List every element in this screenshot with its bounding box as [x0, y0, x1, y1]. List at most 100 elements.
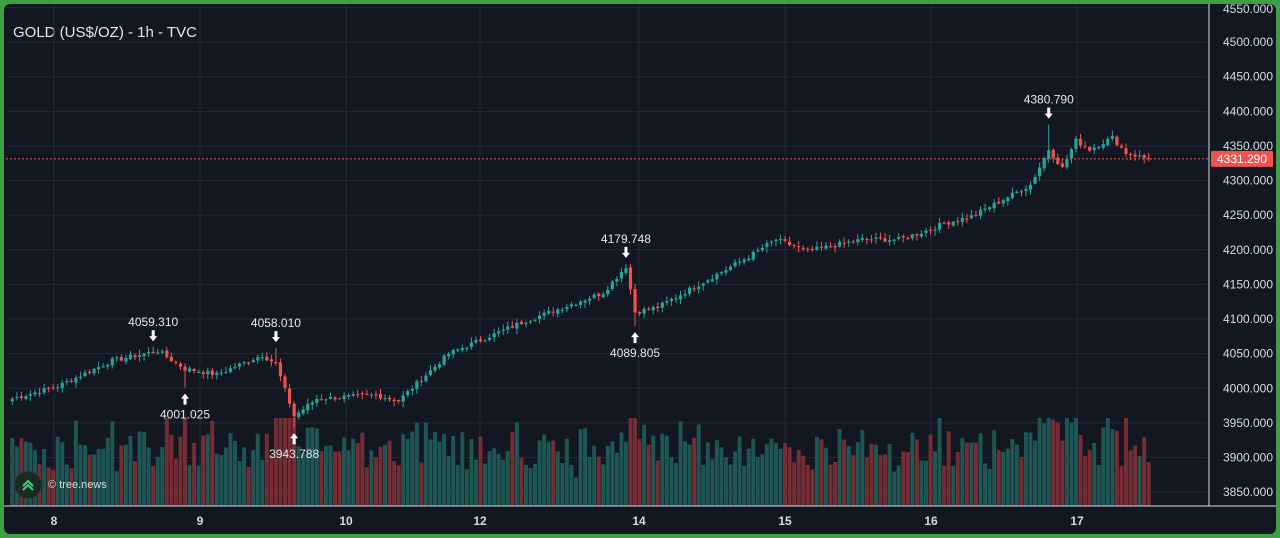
volume-bar — [610, 441, 615, 506]
volume-bar — [814, 436, 819, 506]
y-tick-label: 4500.000 — [1223, 35, 1273, 49]
volume-bar — [519, 457, 524, 506]
volume-bar — [623, 441, 628, 506]
candle-body — [69, 380, 73, 382]
volume-bar — [410, 431, 415, 506]
volume-bar — [387, 440, 392, 506]
annotation-label: 4179.748 — [601, 232, 651, 246]
volume-bar — [264, 433, 269, 506]
volume-bar — [83, 445, 87, 506]
y-tick-label: 4050.000 — [1223, 347, 1273, 361]
candle-body — [42, 388, 46, 393]
volume-bar — [919, 460, 924, 506]
candle-body — [197, 372, 201, 374]
volume-bar — [878, 454, 883, 506]
volume-bar — [405, 438, 410, 506]
volume-bar — [1078, 434, 1083, 506]
candle-body — [165, 350, 169, 358]
candle-body — [978, 209, 983, 216]
candle-body — [656, 306, 660, 309]
candle-body — [160, 351, 164, 353]
volume-bar — [673, 462, 678, 506]
candle-body — [401, 395, 405, 402]
volume-bar — [687, 444, 692, 506]
candle-body — [551, 311, 555, 313]
candle-body — [406, 391, 410, 396]
volume-bar — [583, 428, 588, 506]
volume-bar — [533, 463, 538, 506]
candle-body — [28, 393, 33, 396]
candle-body — [633, 289, 637, 313]
volume-bar — [792, 462, 797, 506]
volume-bar — [974, 442, 978, 506]
volume-bar — [1069, 422, 1074, 506]
candle-body — [83, 372, 87, 377]
volume-bar — [1074, 418, 1078, 506]
candle-body — [337, 398, 342, 400]
volume-bar — [755, 456, 760, 506]
candle-body — [783, 239, 787, 241]
volume-bar — [901, 451, 906, 506]
candle-body — [1069, 149, 1074, 159]
volume-bar — [978, 433, 983, 506]
volume-bar — [719, 447, 724, 506]
volume-bar — [155, 457, 160, 506]
candle-body — [110, 358, 114, 366]
volume-bar — [778, 448, 783, 506]
volume-bar — [333, 451, 337, 506]
candle-body — [624, 268, 628, 273]
volume-bar — [78, 444, 83, 506]
volume-bar — [142, 432, 147, 506]
x-tick-label: 17 — [1070, 514, 1084, 528]
volume-bar — [55, 436, 60, 506]
candle-body — [97, 367, 101, 370]
candle-body — [315, 398, 319, 403]
candle-body — [942, 222, 946, 224]
volume-bar — [178, 436, 183, 506]
candle-body — [910, 234, 914, 239]
candle-body — [265, 356, 269, 361]
candle-body — [838, 242, 842, 247]
candle-body — [888, 240, 892, 242]
candle-body — [928, 229, 933, 231]
candle-body — [878, 236, 883, 239]
candle-body — [669, 299, 674, 302]
candle-body — [356, 394, 360, 396]
volume-bar — [314, 428, 319, 506]
candle-body — [897, 237, 901, 240]
candle-body — [251, 360, 255, 363]
candle-body — [215, 372, 219, 375]
volume-bar — [119, 445, 124, 506]
candlestick-chart[interactable]: 4059.310 4001.025 4058.010 3943.788 4179.748… — [4, 4, 1276, 534]
arrow-up-icon — [290, 433, 299, 445]
candle-body — [228, 368, 233, 372]
candle-body — [992, 202, 996, 209]
volume-bar — [946, 431, 951, 506]
candle-body — [560, 309, 564, 311]
candle-body — [101, 366, 105, 368]
volume-bar — [614, 452, 619, 506]
candle-body — [187, 368, 192, 372]
volume-bar — [546, 441, 551, 506]
candle-body — [760, 248, 764, 251]
candle-body — [287, 388, 292, 404]
candle-body — [806, 248, 810, 250]
candle-body — [201, 372, 205, 375]
volume-bar — [478, 436, 483, 506]
candle-body — [256, 357, 260, 361]
volume-bar — [237, 460, 242, 506]
volume-bar — [201, 435, 206, 506]
candle-body — [601, 294, 605, 298]
candle-body — [997, 201, 1001, 204]
candle-body — [1038, 167, 1042, 177]
candle-body — [324, 399, 328, 401]
volume-bar — [660, 433, 665, 506]
candle-body — [851, 241, 855, 243]
volume-bar — [501, 459, 506, 506]
candle-body — [1142, 155, 1146, 158]
volume-bar — [542, 434, 547, 506]
candle-body — [533, 319, 537, 321]
volume-bar — [242, 447, 247, 506]
y-tick-label: 3850.000 — [1223, 485, 1273, 499]
candle-body — [301, 409, 305, 414]
